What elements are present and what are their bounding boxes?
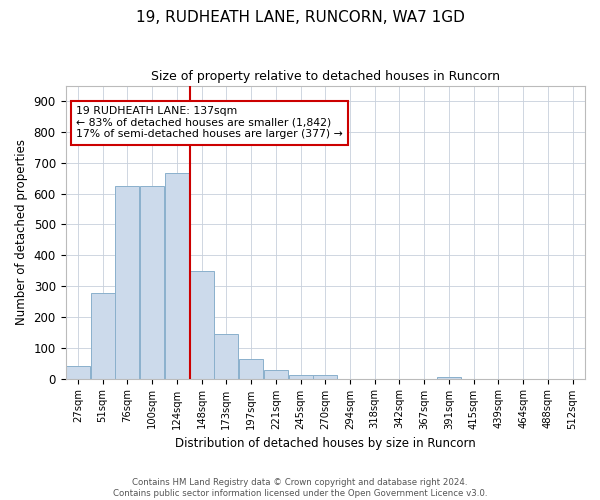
Bar	[264, 370, 288, 378]
Text: 19, RUDHEATH LANE, RUNCORN, WA7 1GD: 19, RUDHEATH LANE, RUNCORN, WA7 1GD	[136, 10, 464, 25]
Bar	[313, 376, 337, 378]
Bar	[289, 375, 313, 378]
Bar	[437, 376, 461, 378]
Text: 19 RUDHEATH LANE: 137sqm
← 83% of detached houses are smaller (1,842)
17% of sem: 19 RUDHEATH LANE: 137sqm ← 83% of detach…	[76, 106, 343, 140]
Bar	[190, 271, 214, 378]
Bar	[115, 186, 139, 378]
X-axis label: Distribution of detached houses by size in Runcorn: Distribution of detached houses by size …	[175, 437, 476, 450]
Bar	[165, 173, 189, 378]
Bar	[214, 334, 238, 378]
Text: Contains HM Land Registry data © Crown copyright and database right 2024.
Contai: Contains HM Land Registry data © Crown c…	[113, 478, 487, 498]
Bar	[239, 358, 263, 378]
Bar	[66, 366, 90, 378]
Bar	[91, 293, 115, 378]
Title: Size of property relative to detached houses in Runcorn: Size of property relative to detached ho…	[151, 70, 500, 83]
Bar	[140, 186, 164, 378]
Y-axis label: Number of detached properties: Number of detached properties	[15, 139, 28, 325]
